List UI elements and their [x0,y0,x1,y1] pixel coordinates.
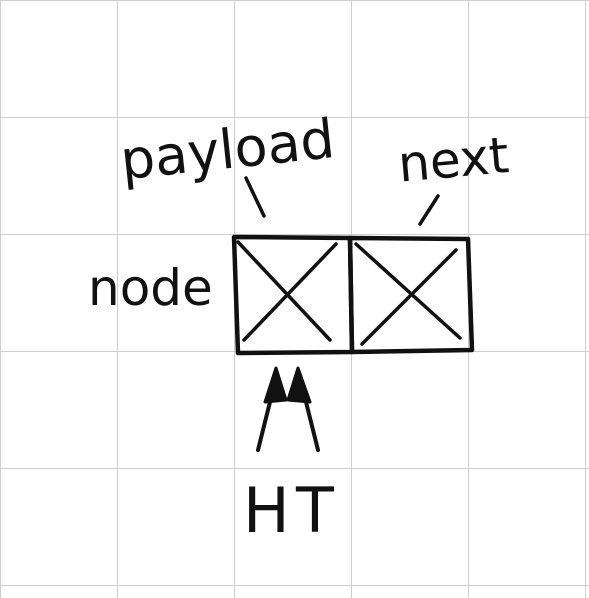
head-pointer-arrow [256,366,288,452]
head-pointer-label: H [243,474,290,547]
payload-pointer-tick [244,176,266,218]
payload-label: payload [117,107,337,192]
next-pointer-tick [418,194,440,226]
next-label: next [396,126,511,193]
payload-cell [231,234,355,356]
tail-pointer-arrow [286,366,320,452]
next-cell [347,235,475,355]
tail-pointer-label: T [295,474,335,547]
node-label: node [88,259,213,317]
